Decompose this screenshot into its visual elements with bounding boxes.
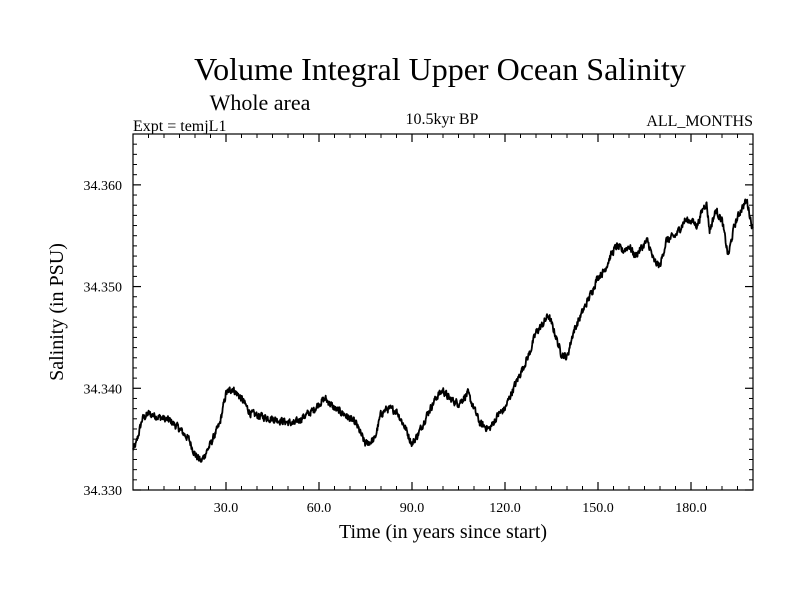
x-axis-label: Time (in years since start)	[339, 521, 547, 543]
months-label: ALL_MONTHS	[646, 113, 753, 130]
x-tick-label: 60.0	[307, 501, 332, 516]
minor-ticks	[133, 134, 753, 490]
plot-area: 30.0 60.0 90.0 120.0 150.0 180.0 34.330 34.340…	[84, 133, 754, 516]
chart-subtitle: Whole area	[210, 90, 311, 115]
y-tick-label: 34.340	[84, 382, 123, 397]
x-tick-label: 150.0	[582, 501, 614, 516]
x-tick-labels: 30.0 60.0 90.0 120.0 150.0 180.0	[214, 501, 707, 516]
x-tick-label: 180.0	[675, 501, 707, 516]
y-tick-label: 34.350	[84, 281, 123, 296]
x-tick-label: 90.0	[400, 501, 425, 516]
x-tick-label: 120.0	[489, 501, 521, 516]
experiment-label: Expt = temjL1	[133, 118, 226, 135]
salinity-series-line	[132, 198, 754, 463]
major-ticks	[133, 134, 753, 491]
y-axis-label: Salinity (in PSU)	[46, 243, 68, 381]
y-tick-label: 34.360	[84, 179, 123, 194]
y-tick-label: 34.330	[84, 484, 123, 499]
y-tick-labels: 34.330 34.340 34.350 34.360	[84, 179, 123, 499]
chart-title: Volume Integral Upper Ocean Salinity	[194, 51, 686, 87]
x-tick-label: 30.0	[214, 501, 239, 516]
plot-frame	[132, 133, 754, 491]
period-label: 10.5kyr BP	[406, 111, 479, 128]
